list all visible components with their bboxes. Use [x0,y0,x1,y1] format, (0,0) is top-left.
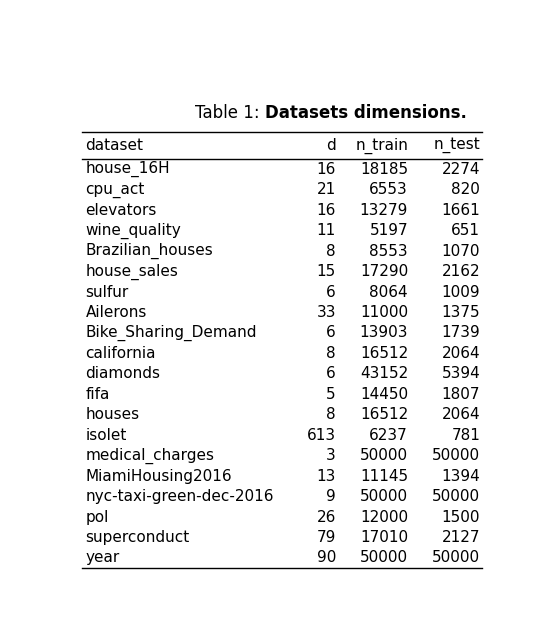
Text: 8: 8 [326,407,336,422]
Text: 3: 3 [326,448,336,463]
Text: Datasets dimensions.: Datasets dimensions. [265,104,467,122]
Text: 14450: 14450 [360,387,408,402]
Text: 1070: 1070 [442,243,480,259]
Text: 50000: 50000 [432,551,480,565]
Text: pol: pol [86,509,109,525]
Text: 2064: 2064 [442,346,480,361]
Text: 6: 6 [326,366,336,381]
Text: 1375: 1375 [442,305,480,320]
Text: 90: 90 [317,551,336,565]
Text: 2274: 2274 [442,162,480,177]
Text: nyc-taxi-green-dec-2016: nyc-taxi-green-dec-2016 [86,489,274,504]
Text: 16512: 16512 [360,407,408,422]
Text: 6237: 6237 [370,428,408,442]
Text: 21: 21 [317,182,336,197]
Text: 43152: 43152 [360,366,408,381]
Text: 8064: 8064 [370,285,408,299]
Text: 820: 820 [452,182,480,197]
Text: fifa: fifa [86,387,110,402]
Text: 79: 79 [317,530,336,545]
Text: 15: 15 [317,264,336,279]
Text: 11145: 11145 [360,469,408,484]
Text: medical_charges: medical_charges [86,448,214,464]
Text: 50000: 50000 [432,489,480,504]
Text: 13279: 13279 [360,203,408,218]
Text: Ailerons: Ailerons [86,305,147,320]
Text: 11000: 11000 [360,305,408,320]
Text: 16: 16 [317,162,336,177]
Text: 12000: 12000 [360,509,408,525]
Text: 50000: 50000 [360,448,408,463]
Text: 16: 16 [317,203,336,218]
Text: Brazilian_houses: Brazilian_houses [86,243,213,260]
Text: 50000: 50000 [360,489,408,504]
Text: 2127: 2127 [442,530,480,545]
Text: Bike_Sharing_Demand: Bike_Sharing_Demand [86,325,257,341]
Text: 9: 9 [326,489,336,504]
Text: 1739: 1739 [442,325,480,341]
Text: Table 1:: Table 1: [195,104,265,122]
Text: 1009: 1009 [442,285,480,299]
Text: 8: 8 [326,346,336,361]
Text: house_16H: house_16H [86,161,170,178]
Text: house_sales: house_sales [86,263,178,279]
Text: wine_quality: wine_quality [86,223,182,239]
Text: 651: 651 [451,223,480,238]
Text: diamonds: diamonds [86,366,161,381]
Text: 16512: 16512 [360,346,408,361]
Text: 13903: 13903 [360,325,408,341]
Text: 26: 26 [317,509,336,525]
Text: 613: 613 [307,428,336,442]
Text: n_train: n_train [355,137,408,153]
Text: 6: 6 [326,285,336,299]
Text: d: d [326,138,336,153]
Text: MiamiHousing2016: MiamiHousing2016 [86,469,232,484]
Text: 13: 13 [317,469,336,484]
Text: n_test: n_test [433,138,480,153]
Text: 2162: 2162 [442,264,480,279]
Text: superconduct: superconduct [86,530,190,545]
Text: 18185: 18185 [360,162,408,177]
Text: isolet: isolet [86,428,127,442]
Text: cpu_act: cpu_act [86,182,145,198]
Text: 8553: 8553 [370,243,408,259]
Text: 11: 11 [317,223,336,238]
Text: 5: 5 [326,387,336,402]
Text: 1661: 1661 [442,203,480,218]
Text: 781: 781 [452,428,480,442]
Text: 17010: 17010 [360,530,408,545]
Text: 17290: 17290 [360,264,408,279]
Text: 5394: 5394 [442,366,480,381]
Text: 5197: 5197 [370,223,408,238]
Text: california: california [86,346,156,361]
Text: 50000: 50000 [360,551,408,565]
Text: 1394: 1394 [442,469,480,484]
Text: 2064: 2064 [442,407,480,422]
Text: 33: 33 [316,305,336,320]
Text: 6553: 6553 [370,182,408,197]
Text: year: year [86,551,120,565]
Text: houses: houses [86,407,140,422]
Text: 6: 6 [326,325,336,341]
Text: 50000: 50000 [432,448,480,463]
Text: 8: 8 [326,243,336,259]
Text: elevators: elevators [86,203,157,218]
Text: dataset: dataset [86,138,144,153]
Text: 1500: 1500 [442,509,480,525]
Text: sulfur: sulfur [86,285,129,299]
Text: 1807: 1807 [442,387,480,402]
